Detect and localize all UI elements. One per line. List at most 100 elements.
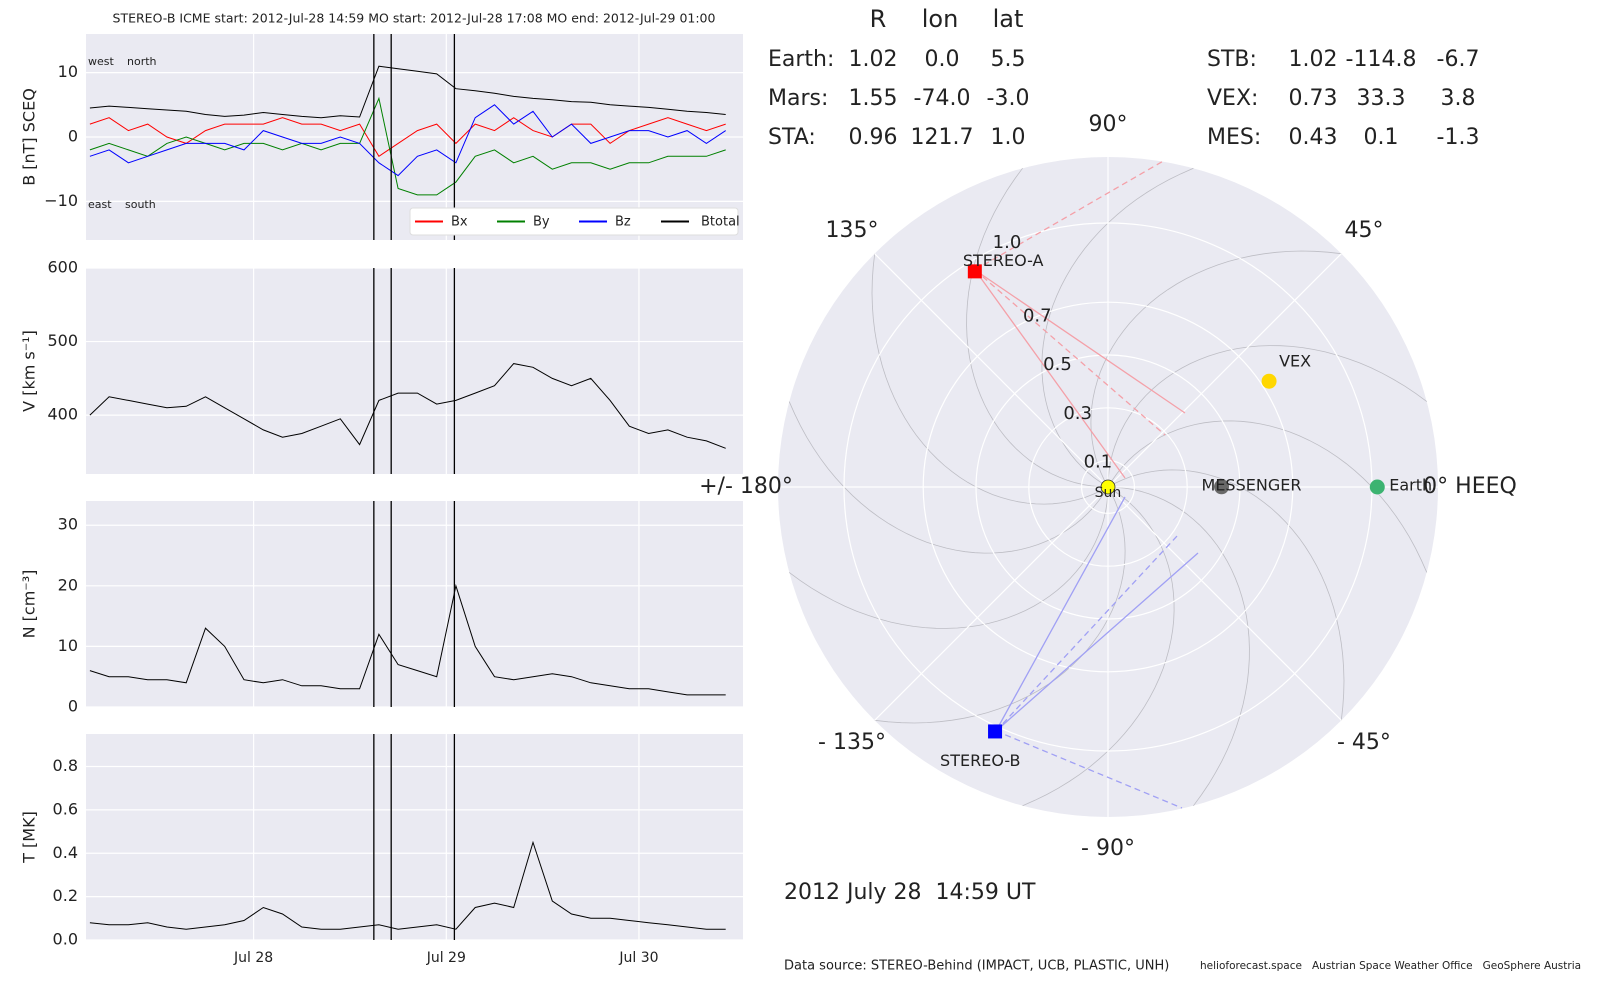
polar-grid [778, 157, 1438, 817]
row-value: -6.7 [1437, 47, 1480, 72]
sun-marker [1100, 479, 1116, 495]
plot-background [86, 501, 743, 707]
theta-tick-label: - 45° [1337, 730, 1391, 755]
row-value: -1.3 [1437, 125, 1480, 150]
spiral [788, 401, 1109, 554]
field-line [974, 269, 1126, 479]
column-header: R [870, 5, 887, 33]
spiral [1107, 420, 1428, 573]
annotation: west [88, 55, 114, 68]
row-value: 1.02 [1289, 47, 1338, 72]
body-marker [988, 724, 1003, 739]
annotation: north [127, 55, 157, 68]
y-tick-label: 0.2 [53, 886, 78, 905]
row-value: -114.8 [1346, 47, 1417, 72]
body-marker [1261, 373, 1277, 389]
row-name: MES: [1207, 125, 1261, 150]
y-tick-label: 0.8 [53, 756, 78, 775]
column-header: lon [922, 5, 959, 33]
body-marker [967, 264, 982, 279]
row-name: Earth: [768, 47, 834, 72]
r-tick-label: 0.5 [1043, 354, 1072, 375]
y-tick-label: 0.0 [53, 930, 78, 949]
row-value: 0.0 [925, 47, 960, 72]
field-line [995, 534, 1179, 732]
theta-tick-label: 90° [1089, 112, 1128, 137]
body-label: STEREO-A [963, 251, 1044, 270]
legend-label: Btotal [701, 215, 740, 230]
row-value: 1.02 [849, 47, 898, 72]
body-marker [1214, 479, 1230, 495]
sun-label: Sun [1095, 485, 1122, 501]
row-value: 33.3 [1357, 86, 1406, 111]
grid-spoke [874, 486, 1109, 721]
series-line [89, 96, 726, 196]
time-label: 2012 July 28 14:59 UT [784, 880, 1036, 905]
row-value: -3.0 [987, 86, 1030, 111]
field-line [974, 269, 1166, 436]
grid-spoke [1107, 253, 1342, 488]
credits: helioforecast.space Austrian Space Weath… [1200, 960, 1581, 972]
row-name: Mars: [768, 86, 828, 111]
y-tick-label: 0 [68, 127, 78, 146]
series-line [89, 363, 726, 449]
row-value: 1.0 [991, 125, 1026, 150]
series-line [89, 840, 726, 930]
row-name: STA: [768, 125, 816, 150]
grid-spoke [874, 253, 1109, 488]
x-tick-label: Jul 28 [233, 950, 273, 966]
theta-tick-label: - 90° [1081, 836, 1135, 861]
field-line [995, 496, 1126, 732]
row-value: 0.96 [849, 125, 898, 150]
r-tick-label: 0.3 [1063, 403, 1092, 424]
spiral [871, 253, 1109, 505]
body-label: Earth [1389, 476, 1432, 495]
field-line [995, 730, 1183, 809]
legend-box [409, 207, 739, 236]
spiral [966, 167, 1109, 488]
row-value: 5.5 [991, 47, 1026, 72]
y-tick-label: 400 [47, 405, 78, 424]
plot-background [86, 734, 743, 940]
field-line [974, 159, 1166, 271]
row-value: 121.7 [911, 125, 974, 150]
row-value: 3.8 [1441, 86, 1476, 111]
y-axis-label: N [cm⁻³] [20, 570, 39, 639]
field-line [995, 552, 1199, 732]
r-tick-label: 1.0 [993, 232, 1022, 253]
y-axis-label: V [km s⁻¹] [20, 330, 39, 412]
x-tick-label: Jul 29 [426, 950, 466, 966]
y-tick-label: 20 [58, 575, 78, 594]
data-source: Data source: STEREO-Behind (IMPACT, UCB,… [784, 959, 1169, 974]
y-tick-label: 10 [58, 636, 78, 655]
spiral [788, 486, 1109, 629]
y-tick-label: 0.4 [53, 843, 78, 862]
series-line [89, 117, 726, 158]
y-tick-label: 0.6 [53, 799, 78, 818]
r-tick-label: 0.1 [1084, 452, 1113, 473]
series-line [89, 583, 726, 696]
y-tick-label: 500 [47, 331, 78, 350]
body-label: MESSENGER [1202, 475, 1302, 494]
theta-tick-label: 45° [1344, 218, 1383, 243]
column-header: lat [993, 5, 1024, 33]
annotation: east [88, 198, 112, 211]
spiral [1022, 486, 1175, 807]
x-tick-label: Jul 30 [618, 950, 658, 966]
y-tick-label: −10 [44, 191, 78, 210]
plot-background [86, 268, 743, 474]
theta-tick-label: 135° [826, 218, 879, 243]
annotation: south [125, 198, 156, 211]
series-line [89, 104, 726, 177]
theta-tick-label: 0° HEEQ [1423, 474, 1517, 499]
spiral [1107, 486, 1250, 807]
r-tick-label: 0.7 [1023, 305, 1052, 326]
row-name: VEX: [1207, 86, 1258, 111]
field-line [974, 269, 1186, 414]
row-value: 0.43 [1289, 125, 1338, 150]
spiral [1107, 345, 1428, 488]
row-value: -74.0 [914, 86, 971, 111]
y-tick-label: 30 [58, 515, 78, 534]
